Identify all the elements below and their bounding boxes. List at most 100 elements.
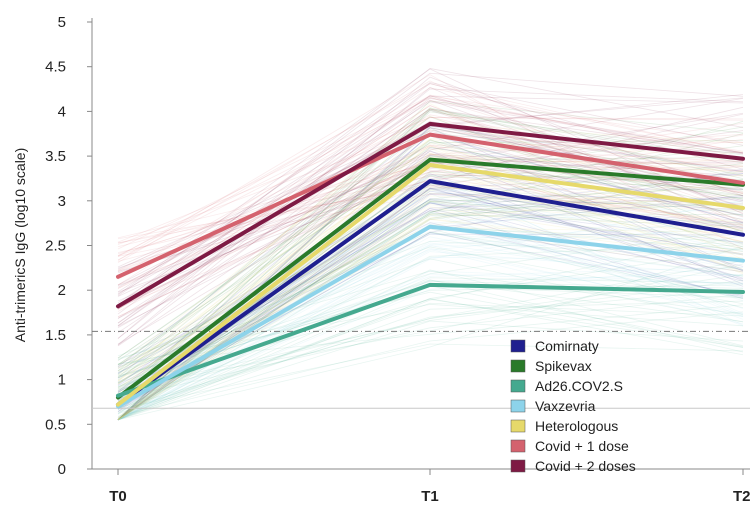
individual-line: [117, 111, 744, 403]
legend-swatch: [510, 339, 526, 353]
individual-line: [117, 251, 744, 421]
individual-line: [117, 127, 744, 245]
legend-label: Ad26.COV2.S: [535, 378, 623, 394]
individual-line: [117, 199, 744, 372]
individual-line: [117, 213, 744, 399]
y-tick-label: 4: [58, 103, 66, 120]
legend-swatch: [510, 359, 526, 373]
individual-line: [117, 171, 744, 418]
individual-line: [117, 155, 744, 366]
individual-line: [117, 107, 744, 378]
individual-line: [117, 140, 744, 394]
individual-line: [117, 76, 744, 339]
individual-line: [117, 109, 744, 405]
individual-line: [117, 142, 744, 277]
individual-line: [117, 232, 744, 409]
series-lines: [116, 121, 745, 409]
individual-line: [117, 160, 744, 255]
legend-swatch: [510, 459, 526, 473]
individual-line: [117, 74, 744, 261]
legend-swatch: [510, 419, 526, 433]
individual-line: [117, 277, 744, 410]
individual-line: [117, 188, 744, 409]
individual-line: [117, 162, 744, 421]
individual-line: [117, 152, 744, 390]
individual-line: [117, 245, 744, 421]
individual-line: [117, 273, 744, 421]
individual-line: [117, 269, 744, 421]
individual-line: [117, 141, 744, 381]
individual-line: [117, 187, 744, 366]
individual-line: [117, 218, 744, 407]
y-tick-label: 1.5: [45, 327, 66, 344]
individual-line: [117, 108, 744, 327]
individual-line: [117, 115, 744, 368]
individual-line: [117, 117, 744, 243]
x-tick-label: T0: [109, 488, 127, 505]
x-tick-label: T2: [733, 488, 750, 505]
series-line: [116, 163, 745, 407]
individual-line: [117, 247, 744, 421]
individual-line: [117, 186, 744, 421]
individual-line: [117, 146, 744, 366]
individual-line: [117, 108, 744, 398]
individual-line: [117, 193, 744, 405]
individual-line: [117, 151, 744, 308]
individual-line: [117, 175, 744, 421]
y-tick-label: 0: [58, 461, 66, 478]
individual-line: [117, 120, 744, 319]
individual-line: [117, 279, 744, 421]
individual-line: [117, 221, 744, 414]
individual-line: [117, 200, 744, 421]
individual-line: [117, 302, 744, 415]
individual-line: [117, 184, 744, 382]
individual-line: [117, 201, 744, 402]
individual-line: [117, 161, 744, 327]
individual-line: [117, 256, 744, 421]
individual-line: [117, 100, 744, 402]
individual-line: [117, 184, 744, 375]
individual-line: [117, 266, 744, 389]
individual-line: [117, 137, 744, 382]
individual-line: [117, 150, 744, 421]
individual-line: [117, 95, 744, 309]
individual-line: [117, 228, 744, 393]
individual-line: [117, 200, 744, 405]
legend-label: Covid + 1 dose: [535, 438, 629, 454]
legend-label: Comirnaty: [535, 338, 599, 354]
individual-line: [117, 291, 744, 367]
individual-line: [117, 106, 744, 293]
individual-line: [117, 300, 744, 421]
series-line: [116, 224, 745, 409]
individual-line: [117, 145, 744, 394]
individual-line: [117, 288, 744, 412]
individual-line: [117, 87, 744, 286]
individual-line: [117, 169, 744, 248]
individual-line: [117, 274, 744, 387]
individual-line: [117, 145, 744, 376]
individual-line: [117, 108, 744, 324]
individual-line: [117, 279, 744, 387]
individual-line: [117, 105, 744, 310]
individual-line: [117, 100, 744, 261]
legend-label: Spikevax: [535, 358, 592, 374]
individual-line: [117, 99, 744, 327]
individual-line: [117, 130, 744, 270]
individual-line: [117, 270, 744, 421]
series-line: [116, 179, 745, 407]
individual-line: [117, 234, 744, 421]
legend: Comirnaty Spikevax Ad26.COV2.S Vaxzevria Het…: [510, 338, 636, 474]
individual-line: [117, 202, 744, 369]
series-line: [116, 157, 745, 400]
individual-line: [117, 168, 744, 410]
series-line: [116, 282, 745, 398]
individual-line: [117, 280, 744, 391]
individual-line: [117, 311, 744, 417]
individual-line: [117, 260, 744, 409]
individual-line: [117, 154, 744, 297]
individual-line: [117, 174, 744, 287]
individual-line: [117, 266, 744, 421]
individual-line: [117, 82, 744, 315]
individual-line: [117, 183, 744, 416]
individual-line: [117, 223, 744, 421]
